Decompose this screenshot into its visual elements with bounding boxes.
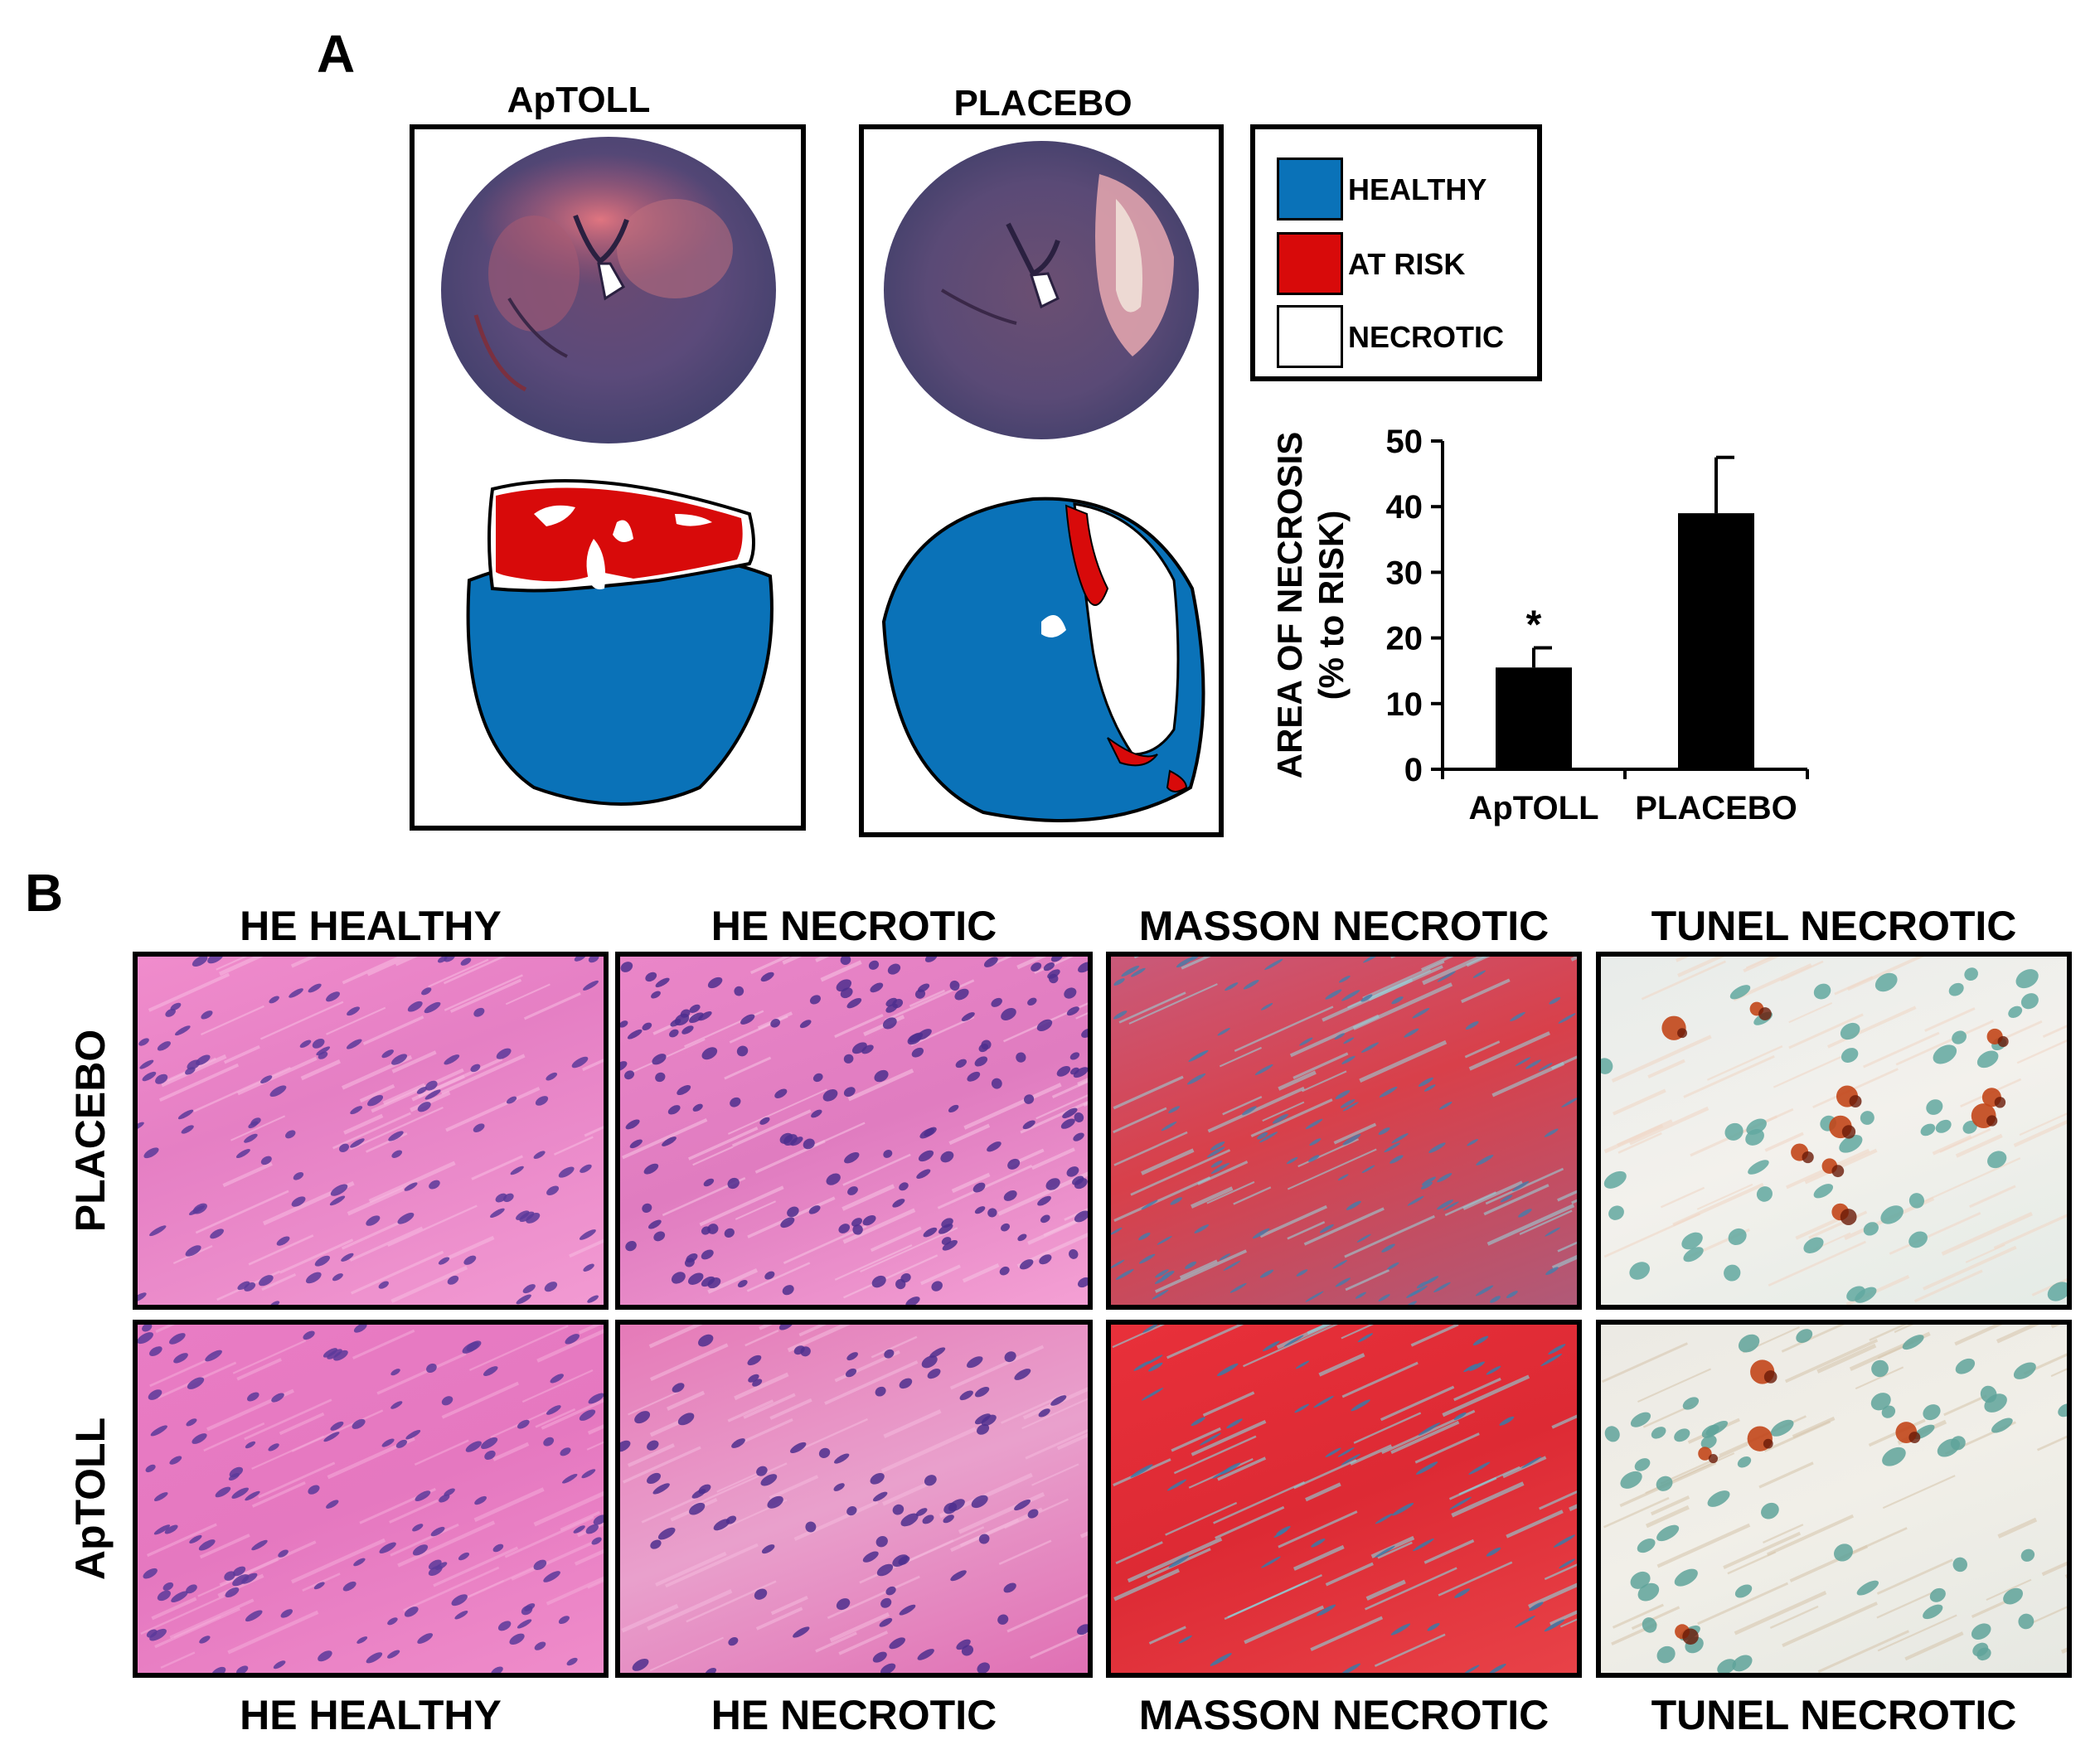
aptoll-caption: ApTOLL (507, 80, 651, 120)
necrosis-bar-chart: AREA OF NECROSIS (% to RISK) 01020304050 … (1270, 424, 1809, 826)
histology-image-placebo-2 (615, 952, 1093, 1310)
column-caption-bottom: HE HEALTHY (240, 1692, 502, 1738)
legend-swatch-necrotic (1277, 305, 1343, 368)
chart-ylabel-line2: (% to RISK) (1312, 511, 1351, 700)
legend-label-healthy: HEALTHY (1348, 172, 1487, 206)
column-caption-top: TUNEL NECROTIC (1651, 903, 2017, 949)
histology-image-placebo-1 (133, 952, 609, 1310)
column-caption-top: MASSON NECROTIC (1138, 903, 1550, 949)
chart-y-tick-label: 20 (1386, 621, 1423, 657)
chart-y-tick-label: 40 (1386, 489, 1423, 526)
row-label-placebo: PLACEBO (67, 1029, 114, 1233)
chart-significance-star: * (1526, 603, 1542, 647)
chart-bar-aptoll (1496, 667, 1572, 769)
aptoll-heart-box (410, 124, 806, 831)
legend-swatch-healthy (1277, 158, 1343, 220)
chart-ylabel-line1: AREA OF NECROSIS (1270, 432, 1309, 778)
chart-y-tick-label: 0 (1404, 752, 1423, 788)
chart-bars: * ApTOLL PLACEBO (1468, 455, 1797, 826)
placebo-heart-box (859, 124, 1224, 837)
histology-image-placebo-3 (1106, 952, 1582, 1310)
chart-x-label: ApTOLL (1468, 790, 1598, 826)
histology-image-aptoll-1 (133, 1320, 609, 1678)
chart-bar-placebo (1678, 513, 1754, 769)
chart-y-tick-label: 30 (1386, 555, 1423, 591)
legend-swatch-at-risk (1277, 232, 1343, 295)
chart-y-tick-label: 10 (1386, 686, 1423, 723)
column-caption-bottom: TUNEL NECROTIC (1651, 1692, 2017, 1738)
panel-a-letter: A (317, 24, 356, 84)
legend-label-at-risk: AT RISK (1348, 247, 1466, 281)
aptoll-heart-photo (441, 137, 776, 806)
panel-b-letter: B (25, 863, 64, 923)
histology-image-aptoll-3 (1106, 1320, 1582, 1678)
legend-label-necrotic: NECROTIC (1348, 320, 1504, 354)
histology-image-placebo-4 (1596, 952, 2072, 1310)
placebo-heart-photo (881, 141, 1205, 822)
chart-y-tick-label: 50 (1386, 424, 1423, 460)
column-caption-top: HE NECROTIC (711, 903, 997, 949)
column-caption-bottom: MASSON NECROTIC (1138, 1692, 1550, 1738)
chart-x-label: PLACEBO (1635, 790, 1797, 826)
row-label-aptoll: ApTOLL (67, 1417, 114, 1581)
legend-box: HEALTHY AT RISK NECROTIC (1250, 124, 1542, 381)
histology-image-aptoll-4 (1596, 1320, 2072, 1678)
histology-image-aptoll-2 (615, 1320, 1093, 1678)
placebo-caption: PLACEBO (953, 83, 1132, 124)
column-caption-top: HE HEALTHY (240, 903, 502, 949)
chart-ylabel: AREA OF NECROSIS (% to RISK) (1270, 432, 1351, 778)
column-caption-bottom: HE NECROTIC (711, 1692, 997, 1738)
